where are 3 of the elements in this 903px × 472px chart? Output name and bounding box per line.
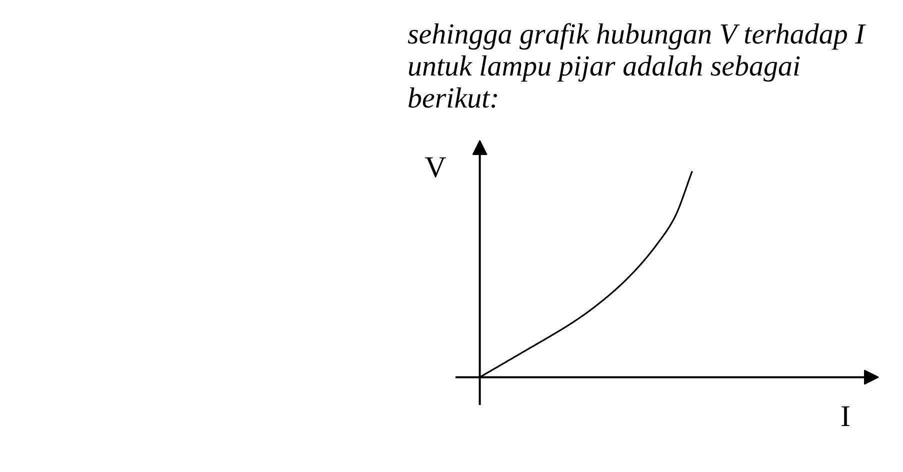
y-axis-title: V [424,151,447,184]
x-axis-title: I [840,400,851,433]
chart-title: sehingga grafik hubungan V terhadap I untuk lampu pijar adalah sebagai berikut: [408,18,866,114]
